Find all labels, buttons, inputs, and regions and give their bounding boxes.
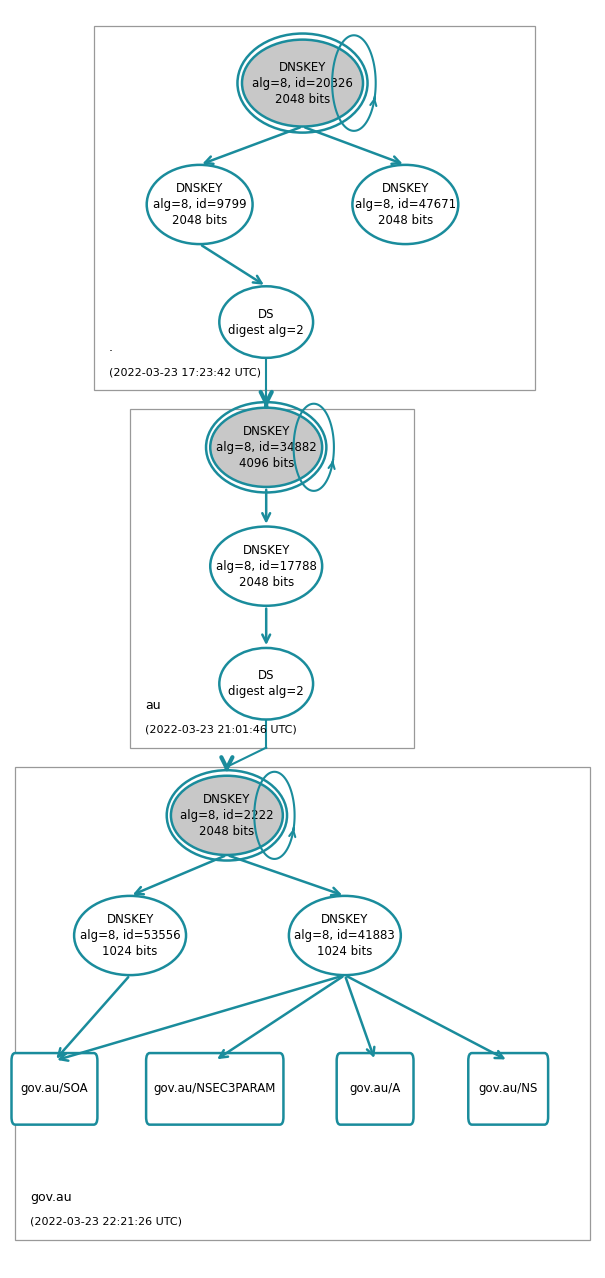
Text: DNSKEY
alg=8, id=17788
2048 bits: DNSKEY alg=8, id=17788 2048 bits [216, 543, 316, 589]
Text: DS
digest alg=2: DS digest alg=2 [228, 308, 304, 336]
FancyBboxPatch shape [11, 1053, 97, 1125]
FancyBboxPatch shape [130, 409, 414, 748]
Ellipse shape [171, 776, 283, 855]
FancyBboxPatch shape [336, 1053, 414, 1125]
Text: gov.au/NSEC3PARAM: gov.au/NSEC3PARAM [154, 1082, 276, 1095]
Ellipse shape [211, 408, 322, 487]
FancyBboxPatch shape [94, 26, 535, 390]
Ellipse shape [211, 527, 322, 606]
Text: DNSKEY
alg=8, id=47671
2048 bits: DNSKEY alg=8, id=47671 2048 bits [355, 181, 456, 227]
Ellipse shape [219, 648, 313, 720]
Text: DNSKEY
alg=8, id=41883
1024 bits: DNSKEY alg=8, id=41883 1024 bits [295, 912, 395, 958]
Text: gov.au/A: gov.au/A [350, 1082, 401, 1095]
Ellipse shape [242, 40, 363, 127]
Text: (2022-03-23 21:01:46 UTC): (2022-03-23 21:01:46 UTC) [145, 725, 297, 735]
Ellipse shape [352, 165, 459, 244]
Ellipse shape [219, 286, 313, 358]
Text: DNSKEY
alg=8, id=34882
4096 bits: DNSKEY alg=8, id=34882 4096 bits [216, 424, 316, 470]
Text: (2022-03-23 22:21:26 UTC): (2022-03-23 22:21:26 UTC) [30, 1217, 182, 1227]
FancyBboxPatch shape [15, 767, 590, 1240]
Text: gov.au/NS: gov.au/NS [479, 1082, 538, 1095]
Text: DS
digest alg=2: DS digest alg=2 [228, 670, 304, 698]
Text: gov.au: gov.au [30, 1191, 72, 1204]
Text: (2022-03-23 17:23:42 UTC): (2022-03-23 17:23:42 UTC) [109, 367, 261, 377]
Text: au: au [145, 699, 161, 712]
Text: gov.au/SOA: gov.au/SOA [21, 1082, 88, 1095]
Text: DNSKEY
alg=8, id=9799
2048 bits: DNSKEY alg=8, id=9799 2048 bits [153, 181, 246, 227]
FancyBboxPatch shape [146, 1053, 283, 1125]
Text: .: . [109, 341, 113, 354]
Text: DNSKEY
alg=8, id=2222
2048 bits: DNSKEY alg=8, id=2222 2048 bits [180, 792, 273, 838]
Ellipse shape [289, 896, 401, 975]
Text: DNSKEY
alg=8, id=20326
2048 bits: DNSKEY alg=8, id=20326 2048 bits [252, 60, 353, 106]
Text: DNSKEY
alg=8, id=53556
1024 bits: DNSKEY alg=8, id=53556 1024 bits [80, 912, 180, 958]
Ellipse shape [74, 896, 186, 975]
Ellipse shape [146, 165, 253, 244]
FancyBboxPatch shape [468, 1053, 548, 1125]
